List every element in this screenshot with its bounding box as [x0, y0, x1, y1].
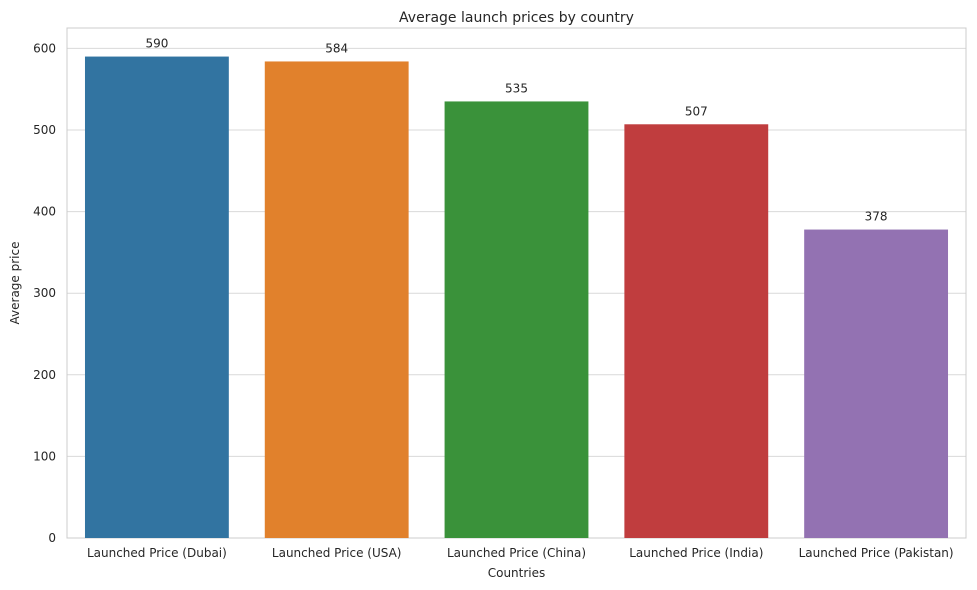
y-tick-label: 500 [33, 123, 56, 137]
bar [804, 229, 949, 538]
bar [624, 124, 769, 539]
bar-value-label: 507 [685, 104, 708, 118]
y-tick-label: 400 [33, 205, 56, 219]
bar-value-label: 590 [145, 37, 168, 51]
x-tick-label: Launched Price (Dubai) [87, 546, 227, 560]
bar [84, 56, 229, 539]
x-axis-label: Countries [488, 566, 546, 580]
x-tick-labels: Launched Price (Dubai) Launched Price (US… [87, 546, 954, 560]
x-tick-label: Launched Price (Pakistan) [799, 546, 954, 560]
y-tick-label: 300 [33, 286, 56, 300]
bar-value-label: 584 [325, 41, 348, 55]
bar-value-label: 378 [865, 210, 888, 224]
bar-value-label: 535 [505, 81, 528, 95]
y-tick-label: 100 [33, 449, 56, 463]
x-tick-label: Launched Price (USA) [272, 546, 402, 560]
y-tick-label: 200 [33, 368, 56, 382]
bars [84, 56, 949, 539]
bar-value-labels: 590 584 535 507 378 [145, 37, 887, 224]
x-tick-label: Launched Price (India) [629, 546, 763, 560]
y-tick-label: 0 [48, 531, 56, 545]
y-tick-label: 600 [33, 41, 56, 55]
x-tick-label: Launched Price (China) [447, 546, 586, 560]
bar [264, 61, 409, 539]
y-axis-label: Average price [8, 242, 22, 325]
y-tick-labels: 0 100 200 300 400 500 600 [33, 41, 56, 545]
bar [444, 101, 589, 538]
chart-title: Average launch prices by country [399, 10, 634, 26]
